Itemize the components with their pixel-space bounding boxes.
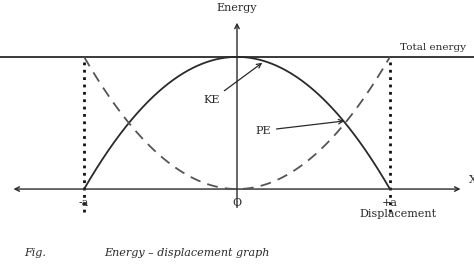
- Text: X: X: [469, 175, 474, 185]
- Text: Energy: Energy: [217, 3, 257, 13]
- Text: Energy – displacement graph: Energy – displacement graph: [104, 248, 270, 258]
- Text: PE: PE: [255, 119, 343, 136]
- Text: Fig.: Fig.: [24, 248, 46, 258]
- Text: Displacement: Displacement: [359, 209, 436, 219]
- Text: -a: -a: [79, 198, 89, 208]
- Text: Total energy: Total energy: [401, 43, 466, 52]
- Text: +a: +a: [382, 198, 398, 208]
- Text: KE: KE: [203, 64, 261, 105]
- Text: O: O: [232, 198, 242, 208]
